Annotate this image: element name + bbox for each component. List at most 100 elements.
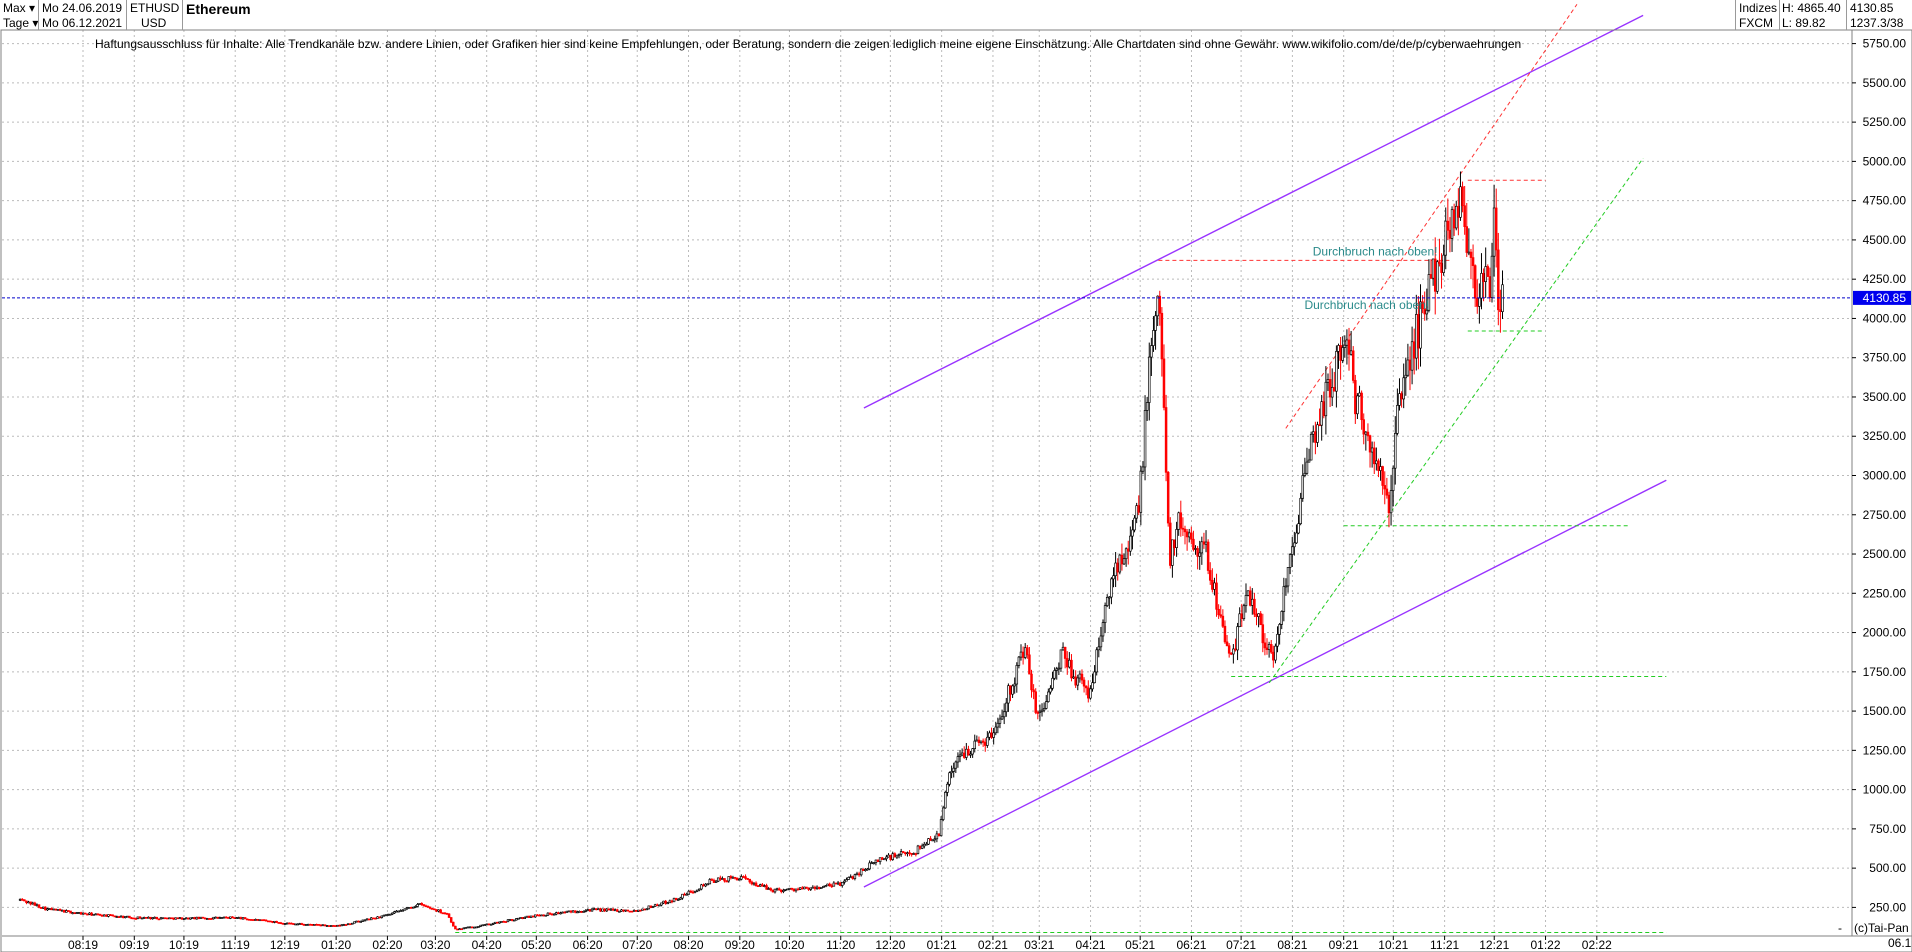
- candle-body: [765, 885, 768, 890]
- candle-body: [933, 838, 937, 841]
- candle-body: [578, 911, 581, 913]
- candle-body: [1410, 341, 1414, 371]
- candle-body: [792, 888, 796, 892]
- candle-body: [313, 924, 316, 926]
- candle-body: [681, 893, 684, 899]
- candle-body: [336, 924, 339, 927]
- chevron-down-icon: ▾: [29, 1, 36, 15]
- candle-body: [567, 910, 571, 913]
- candle-body: [994, 726, 998, 734]
- candle-body: [197, 916, 201, 919]
- candle-body: [1253, 598, 1256, 615]
- candle-body: [740, 876, 743, 880]
- candle-body: [1044, 701, 1048, 709]
- candle-body: [235, 917, 238, 919]
- candle-body: [1293, 542, 1296, 548]
- candle-body: [1032, 689, 1035, 693]
- x-tick-label: 05:21: [1125, 938, 1155, 952]
- candle-body: [672, 897, 676, 903]
- candle-body: [58, 908, 62, 911]
- candle-body: [868, 862, 871, 870]
- candle-body: [895, 854, 899, 858]
- candle-body: [1244, 594, 1248, 607]
- candle-body: [780, 889, 783, 892]
- candle-body: [588, 909, 592, 912]
- candle-body: [491, 923, 495, 925]
- candle-body: [317, 924, 320, 926]
- candle-body: [767, 888, 770, 890]
- candle-body: [46, 908, 49, 911]
- candle-body: [279, 922, 283, 925]
- candle-body: [376, 916, 379, 919]
- candle-body: [1330, 386, 1334, 398]
- candle-body: [334, 925, 337, 927]
- candle-body: [241, 917, 245, 920]
- candle-body: [1036, 712, 1040, 714]
- candle-body: [948, 772, 951, 785]
- candle-body: [374, 917, 377, 920]
- candle-body: [1436, 261, 1439, 292]
- range-selector[interactable]: Max ▾: [3, 1, 35, 15]
- candle-body: [1110, 578, 1113, 598]
- candle-body: [266, 920, 270, 923]
- candle-body: [643, 908, 646, 911]
- candle-body: [1427, 274, 1431, 311]
- candle-body: [1213, 582, 1216, 590]
- candle-body: [609, 908, 613, 911]
- candle-body: [1063, 646, 1067, 659]
- candle-body: [399, 910, 402, 912]
- y-tick-label: 5250.00: [1863, 115, 1907, 129]
- candle-body: [1431, 258, 1435, 279]
- candle-body: [973, 740, 976, 750]
- candle-body: [1345, 339, 1349, 346]
- candle-body: [489, 923, 493, 926]
- candle-body: [975, 739, 979, 742]
- y-tick-label: 5750.00: [1863, 37, 1907, 51]
- candle-body: [441, 912, 445, 915]
- candle-body: [660, 902, 663, 906]
- candle-body: [777, 888, 781, 891]
- candle-body: [477, 926, 480, 928]
- candle-body: [803, 886, 806, 890]
- period-selector[interactable]: Tage ▾: [3, 16, 38, 30]
- candle-body: [42, 906, 45, 909]
- candle-body: [126, 915, 129, 918]
- divider: [126, 0, 127, 30]
- candle-body: [52, 908, 56, 911]
- candle-body: [161, 917, 165, 920]
- candle-body: [647, 905, 651, 910]
- annotation-label: Durchbruch nach oben!: [1304, 298, 1429, 312]
- candle-body: [1200, 541, 1204, 554]
- candle-body: [1089, 688, 1092, 699]
- candle-body: [920, 845, 924, 849]
- x-tick-label: 12:21: [1479, 938, 1509, 952]
- candle-body: [1005, 702, 1008, 713]
- candle-body: [893, 853, 897, 858]
- candle-body: [1038, 710, 1042, 714]
- candle-body: [353, 921, 356, 924]
- candle-body: [1026, 647, 1029, 656]
- candle-body: [403, 908, 407, 911]
- candle-body: [359, 921, 363, 923]
- candle-body: [819, 887, 823, 890]
- x-tick-label: 11:21: [1430, 938, 1459, 952]
- symbol-label[interactable]: ETHUSD: [130, 1, 180, 15]
- candle-body: [1242, 605, 1246, 620]
- candle-body: [962, 752, 966, 758]
- candle-body: [485, 923, 489, 926]
- candle-body: [1055, 668, 1058, 671]
- candle-body: [582, 911, 585, 913]
- divider: [38, 0, 39, 30]
- candle-body: [388, 913, 392, 916]
- candle-body: [37, 904, 41, 908]
- candle-body: [897, 853, 901, 856]
- candle-body: [832, 882, 836, 887]
- candle-body: [1154, 315, 1157, 331]
- candle-body: [1459, 186, 1462, 218]
- candle-body: [714, 880, 718, 883]
- candle-body: [569, 910, 573, 913]
- candle-body: [384, 914, 388, 917]
- x-tick-label: 08:19: [68, 938, 98, 952]
- candle-body: [1360, 392, 1363, 421]
